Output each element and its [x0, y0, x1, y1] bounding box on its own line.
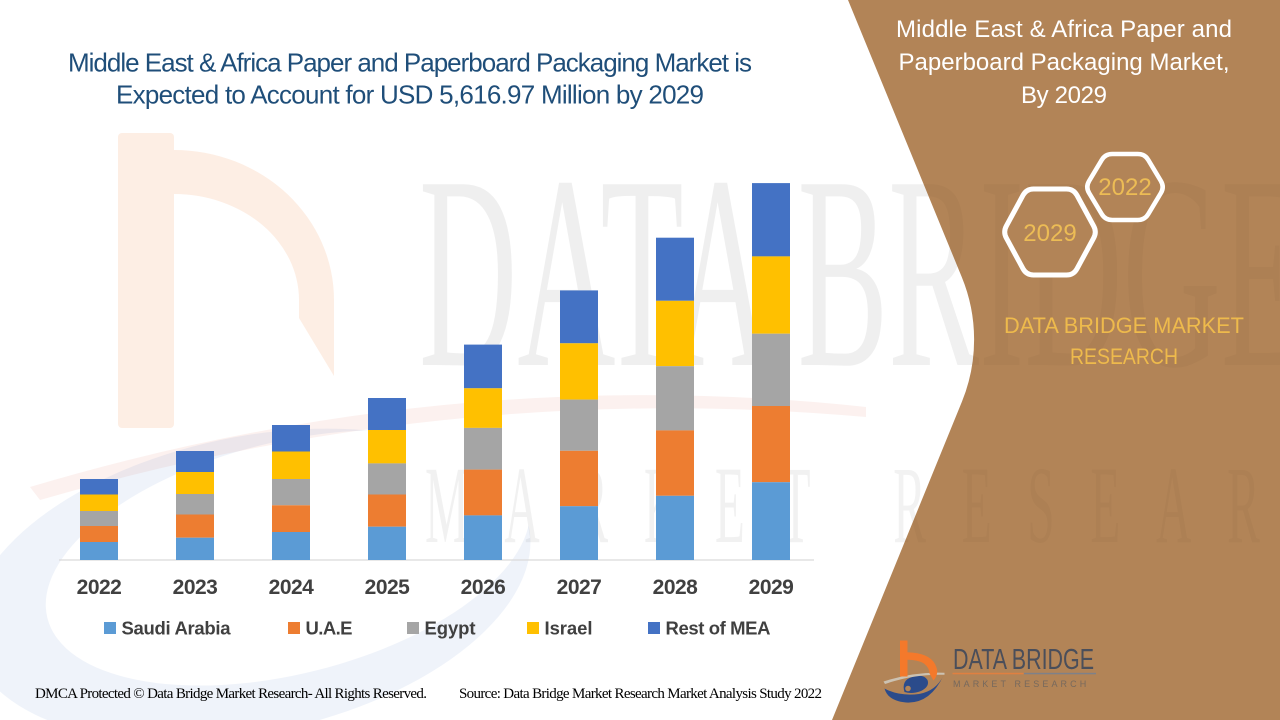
svg-text:MARKET RESEARCH: MARKET RESEARCH — [953, 679, 1089, 689]
svg-text:2027: 2027 — [557, 576, 602, 599]
svg-text:2029: 2029 — [1023, 220, 1076, 247]
svg-text:Expected to Account for USD 5,: Expected to Account for USD 5,616.97 Mil… — [116, 80, 704, 110]
svg-text:2024: 2024 — [269, 576, 315, 599]
svg-text:Egypt: Egypt — [425, 618, 476, 639]
svg-text:Middle East & Africa Paper and: Middle East & Africa Paper and Paperboar… — [68, 48, 752, 78]
svg-text:2022: 2022 — [1098, 174, 1151, 201]
svg-text:DATA BRIDGE MARKET: DATA BRIDGE MARKET — [1004, 313, 1244, 338]
svg-text:2028: 2028 — [653, 576, 699, 599]
svg-text:DATA BRIDGE: DATA BRIDGE — [953, 644, 1094, 676]
svg-text:2022: 2022 — [77, 576, 122, 599]
svg-text:U.A.E: U.A.E — [306, 618, 353, 639]
svg-text:DMCA Protected © Data Bridge M: DMCA Protected © Data Bridge Market Rese… — [35, 686, 427, 702]
svg-text:Paperboard Packaging Market,: Paperboard Packaging Market, — [899, 49, 1230, 76]
svg-text:2025: 2025 — [365, 576, 411, 599]
svg-text:Source: Data Bridge Market Res: Source: Data Bridge Market Research Mark… — [459, 686, 822, 702]
svg-text:MARKET RESEARCH: MARKET RESEARCH — [425, 444, 1280, 566]
svg-text:DATA BRIDGE: DATA BRIDGE — [419, 119, 1280, 425]
svg-text:Rest of MEA: Rest of MEA — [666, 618, 771, 639]
svg-text:2029: 2029 — [749, 576, 794, 599]
svg-text:2026: 2026 — [461, 576, 506, 599]
svg-text:Israel: Israel — [545, 618, 593, 639]
svg-text:Saudi Arabia: Saudi Arabia — [122, 618, 232, 639]
svg-text:2023: 2023 — [173, 576, 218, 599]
svg-text:RESEARCH: RESEARCH — [1070, 344, 1178, 369]
svg-text:By 2029: By 2029 — [1021, 82, 1107, 109]
svg-text:Middle East & Africa Paper and: Middle East & Africa Paper and — [896, 16, 1232, 43]
